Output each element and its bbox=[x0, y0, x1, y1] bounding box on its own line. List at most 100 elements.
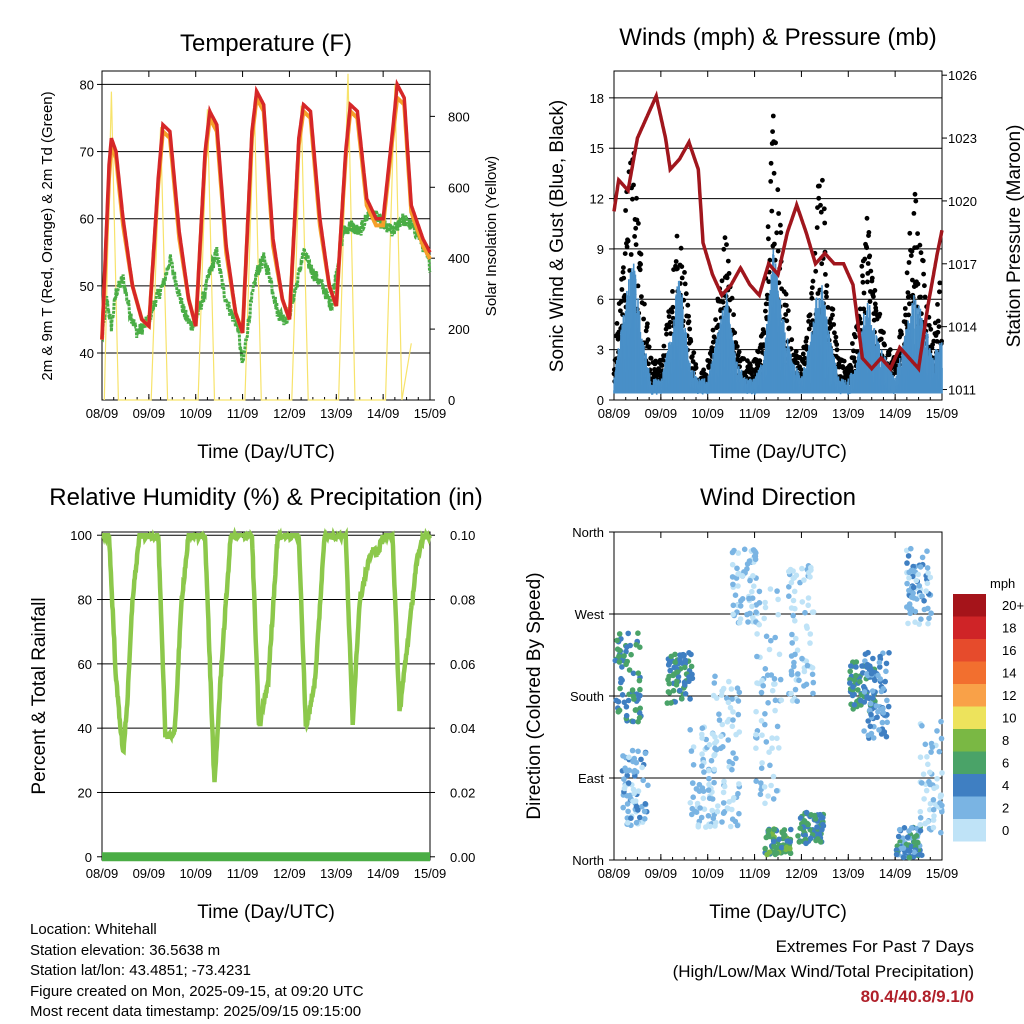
wdir-point bbox=[803, 840, 809, 847]
wdir-point bbox=[635, 788, 642, 794]
wdir-point bbox=[671, 664, 677, 671]
winds-gust-point bbox=[922, 294, 928, 300]
wdir-point bbox=[927, 769, 933, 776]
wdir-point bbox=[909, 567, 916, 574]
wdir-point bbox=[911, 849, 917, 855]
wdir-point bbox=[760, 682, 766, 689]
wdir-point bbox=[908, 606, 915, 612]
temp-xtick-label: 13/09 bbox=[320, 406, 353, 421]
wdir-point bbox=[794, 698, 800, 704]
wdir-point bbox=[792, 605, 798, 612]
wdir-point bbox=[900, 835, 906, 841]
speed-legend-swatch bbox=[953, 774, 986, 797]
rh-xtick-label: 13/09 bbox=[320, 866, 353, 881]
wdir-point bbox=[791, 588, 798, 595]
wdir-point bbox=[710, 692, 717, 699]
wdir-point bbox=[733, 755, 739, 762]
wdir-point bbox=[690, 744, 697, 750]
wdir-point bbox=[735, 698, 742, 704]
wdir-point bbox=[867, 700, 874, 707]
speed-legend-label: 10 bbox=[1002, 711, 1016, 726]
winds-gust-point bbox=[767, 257, 773, 263]
wdir-point bbox=[621, 699, 628, 706]
winds-gust-point bbox=[820, 177, 825, 183]
wdir-point bbox=[765, 832, 772, 838]
wdir-point bbox=[883, 668, 889, 675]
wdir-point bbox=[924, 580, 931, 587]
wdir-point bbox=[807, 640, 813, 646]
temp-xtick-label: 09/09 bbox=[133, 406, 166, 421]
winds-gust-point bbox=[725, 258, 731, 264]
wdir-point bbox=[642, 816, 648, 822]
wdir-point bbox=[620, 753, 626, 759]
winds-gust-point bbox=[775, 187, 781, 193]
wdir-point bbox=[791, 663, 797, 670]
winds-gust-point bbox=[633, 242, 639, 248]
winds-gust-point bbox=[834, 347, 840, 353]
info-created: Figure created on Mon, 2025-09-15, at 09… bbox=[30, 982, 364, 1000]
temp-ytick-label: 80 bbox=[80, 77, 94, 92]
wdir-point bbox=[790, 612, 796, 619]
winds-gust-point bbox=[908, 253, 914, 258]
wdir-point bbox=[633, 803, 640, 810]
wdir-point bbox=[913, 833, 920, 839]
winds-gust-point bbox=[834, 342, 840, 347]
speed-legend-label: 4 bbox=[1002, 778, 1009, 793]
speed-legend-label: 6 bbox=[1002, 756, 1009, 771]
winds-gust-point bbox=[887, 347, 893, 353]
winds-gust-point bbox=[917, 242, 923, 248]
wdir-point bbox=[756, 600, 763, 606]
wdir-point bbox=[918, 616, 924, 622]
wdir-ytick-label: East bbox=[578, 771, 604, 786]
wdir-point bbox=[762, 711, 768, 717]
winds-gust-point bbox=[824, 283, 830, 288]
wdir-xtick-label: 09/09 bbox=[645, 866, 678, 881]
rh-xtick-label: 08/09 bbox=[86, 866, 119, 881]
wdir-point bbox=[765, 700, 771, 706]
wdir-point bbox=[737, 616, 744, 622]
winds-gust-point bbox=[670, 289, 675, 294]
wdir-point bbox=[930, 817, 937, 823]
wdir-point bbox=[759, 732, 765, 738]
wdir-point bbox=[735, 583, 741, 589]
winds-gust-point bbox=[776, 211, 781, 216]
wdir-point bbox=[925, 819, 931, 825]
rh-ytick-right-label: 0.04 bbox=[450, 721, 475, 736]
wdir-point bbox=[772, 697, 779, 704]
wdir-point bbox=[884, 719, 890, 726]
wdir-point bbox=[642, 750, 649, 757]
winds-gust-point bbox=[840, 365, 846, 371]
wdir-point bbox=[632, 798, 639, 804]
winds-gust-point bbox=[722, 235, 728, 241]
wdir-point bbox=[847, 668, 853, 675]
wdir-point bbox=[721, 778, 727, 785]
rh-xtick-label: 15/09 bbox=[414, 866, 447, 881]
wdir-point bbox=[938, 829, 944, 836]
wdir-point bbox=[625, 630, 631, 637]
wdir-point bbox=[776, 651, 783, 658]
wdir-point bbox=[637, 686, 643, 693]
wdir-point bbox=[934, 728, 940, 734]
rh-xtick-label: 14/09 bbox=[367, 866, 400, 881]
winds-gust-point bbox=[809, 291, 814, 296]
wdir-point bbox=[938, 735, 945, 742]
winds-gust-point bbox=[902, 306, 908, 311]
winds-gust-point bbox=[886, 352, 892, 358]
winds-gust-point bbox=[638, 251, 644, 257]
winds-gust-point bbox=[646, 344, 652, 350]
winds-gust-point bbox=[922, 283, 927, 289]
wdir-point bbox=[758, 780, 764, 786]
wdir-point bbox=[763, 633, 770, 640]
winds-gust-point bbox=[669, 309, 675, 315]
winds-gust-point bbox=[909, 248, 915, 254]
wdir-point bbox=[848, 663, 854, 669]
winds-gust-point bbox=[683, 291, 689, 297]
info-elevation: Station elevation: 36.5638 m bbox=[30, 941, 221, 959]
humidity-title: Relative Humidity (%) & Precipitation (i… bbox=[49, 484, 482, 511]
wdir-point bbox=[712, 823, 718, 829]
wdir-point bbox=[692, 808, 698, 815]
winds-gust-point bbox=[634, 195, 639, 201]
winds-gust-point bbox=[833, 334, 839, 340]
winds-gust-point bbox=[907, 230, 913, 236]
